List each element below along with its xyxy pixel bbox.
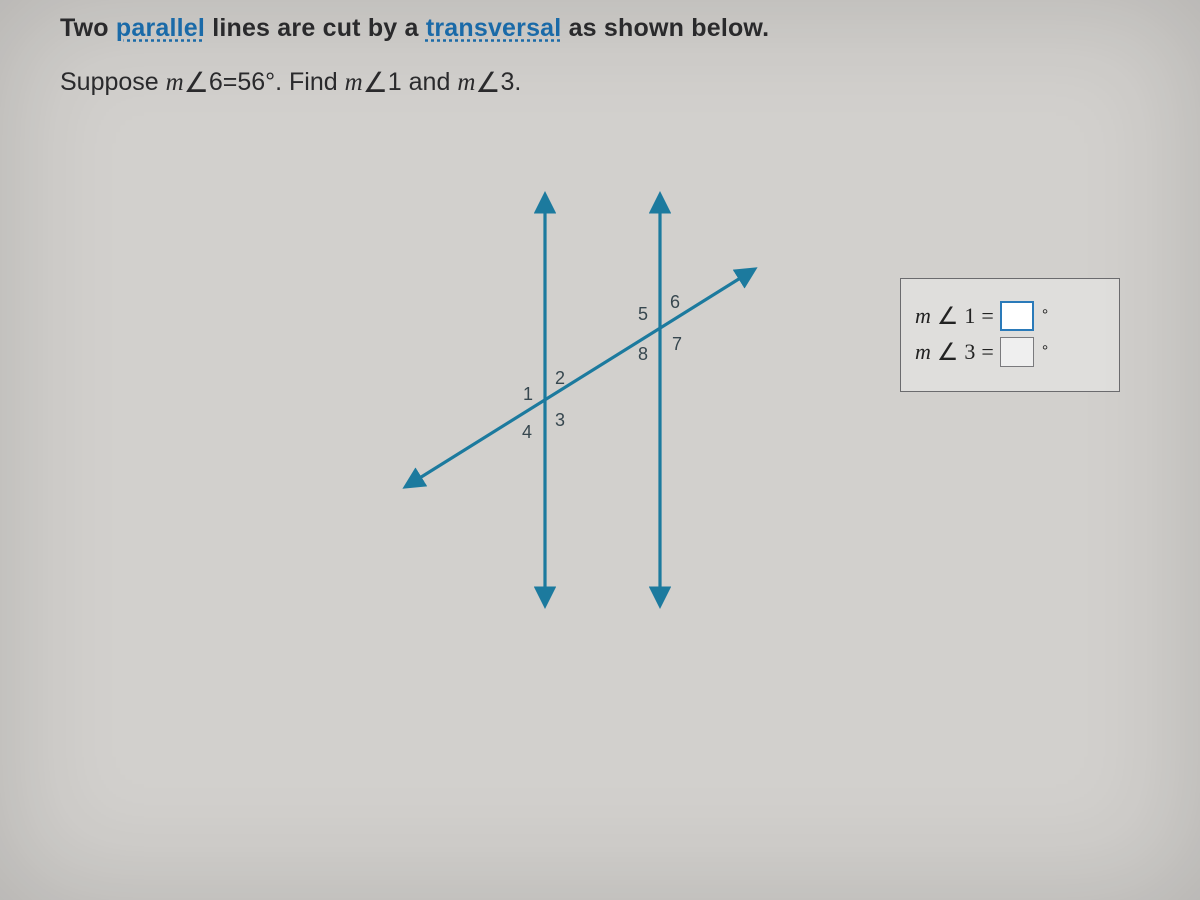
math-m: m bbox=[915, 339, 931, 365]
link-parallel[interactable]: parallel bbox=[116, 14, 205, 42]
angle-label-3: 3 bbox=[555, 410, 565, 430]
equals: = bbox=[981, 303, 993, 329]
angle-icon: ∠ bbox=[937, 338, 959, 367]
text-fragment: Two bbox=[60, 14, 116, 42]
link-transversal[interactable]: transversal bbox=[426, 14, 562, 42]
transversal-line bbox=[410, 272, 750, 484]
answer-input-3[interactable] bbox=[1000, 337, 1034, 367]
angle-label-6: 6 bbox=[670, 292, 680, 312]
angle-number: 6 bbox=[209, 68, 223, 96]
answer-angle-number: 3 bbox=[964, 339, 975, 365]
math-m: m bbox=[166, 69, 184, 96]
geometry-diagram: 1 2 3 4 5 6 7 8 bbox=[300, 160, 860, 640]
angle-number: 1 bbox=[388, 68, 402, 96]
text-fragment: . Find bbox=[275, 68, 344, 96]
text-fragment: as shown below. bbox=[561, 14, 769, 42]
angle-label-4: 4 bbox=[522, 422, 532, 442]
angle-icon: ∠ bbox=[475, 68, 500, 99]
text-fragment: and bbox=[402, 68, 458, 96]
text-fragment: lines are cut by a bbox=[205, 14, 426, 42]
angle-icon: ∠ bbox=[363, 68, 388, 99]
angle-icon: ∠ bbox=[937, 302, 959, 331]
answer-input-1[interactable] bbox=[1000, 301, 1034, 331]
text-fragment: . bbox=[514, 68, 521, 96]
angle-label-1: 1 bbox=[523, 384, 533, 404]
angle-label-8: 8 bbox=[638, 344, 648, 364]
answer-row-1: m ∠ 1 = ° bbox=[915, 301, 1105, 331]
angle-label-5: 5 bbox=[638, 304, 648, 324]
problem-screen: Two parallel lines are cut by a transver… bbox=[0, 0, 1200, 900]
problem-line-2: Suppose m∠6=56°. Find m∠1 and m∠3. bbox=[60, 64, 521, 98]
degree-symbol: ° bbox=[1042, 343, 1048, 361]
answer-angle-number: 1 bbox=[964, 303, 975, 329]
equals: = bbox=[223, 68, 238, 96]
math-m: m bbox=[457, 69, 475, 96]
diagram-svg: 1 2 3 4 5 6 7 8 bbox=[300, 160, 860, 640]
text-fragment: Suppose bbox=[60, 68, 166, 96]
math-m: m bbox=[345, 69, 363, 96]
answer-row-2: m ∠ 3 = ° bbox=[915, 337, 1105, 367]
math-m: m bbox=[915, 303, 931, 329]
problem-line-1: Two parallel lines are cut by a transver… bbox=[60, 14, 769, 43]
answer-panel: m ∠ 1 = ° m ∠ 3 = ° bbox=[900, 278, 1120, 392]
equals: = bbox=[981, 339, 993, 365]
degree-symbol: ° bbox=[1042, 307, 1048, 325]
given-value: 56° bbox=[237, 68, 275, 96]
angle-label-2: 2 bbox=[555, 368, 565, 388]
angle-icon: ∠ bbox=[184, 68, 209, 99]
angle-label-7: 7 bbox=[672, 334, 682, 354]
angle-number: 3 bbox=[500, 68, 514, 96]
